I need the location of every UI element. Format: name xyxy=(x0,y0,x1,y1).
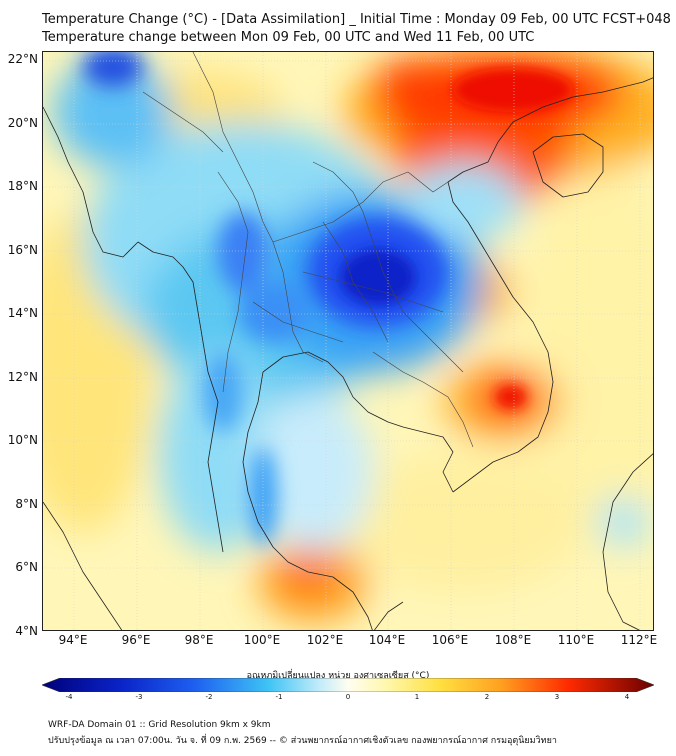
colorbar-label: อุณหภูมิเปลี่ยนแปลง หน่วย องศาเซลเซียส (… xyxy=(246,671,430,681)
lon-tick: 112°E xyxy=(620,633,658,647)
lon-tick: 98°E xyxy=(184,633,214,647)
colorbar-tick: -1 xyxy=(275,693,283,701)
footer-credit: ปรับปรุงข้อมูล ณ เวลา 07:00น. วัน จ. ที่… xyxy=(48,736,557,746)
lon-tick: 100°E xyxy=(243,633,281,647)
colorbar-tick: 2 xyxy=(484,693,490,701)
colorbar xyxy=(42,678,654,692)
lat-tick: 6°N xyxy=(15,560,38,574)
colorbar-tick: -2 xyxy=(205,693,213,701)
lat-tick: 20°N xyxy=(7,116,38,130)
colorbar-tick: -4 xyxy=(65,693,73,701)
lon-tick: 104°E xyxy=(368,633,406,647)
colorbar-tick: 4 xyxy=(624,693,630,701)
chart-title: Temperature Change (°C) - [Data Assimila… xyxy=(42,12,671,27)
lon-tick: 102°E xyxy=(306,633,344,647)
footer-domain-info: WRF-DA Domain 01 :: Grid Resolution 9km … xyxy=(48,720,271,730)
colorbar-gradient xyxy=(42,678,654,692)
lat-tick: 12°N xyxy=(7,370,38,384)
colorbar-tick: 3 xyxy=(554,693,560,701)
lat-tick: 14°N xyxy=(7,306,38,320)
lat-tick: 18°N xyxy=(7,179,38,193)
lat-tick: 10°N xyxy=(7,433,38,447)
temperature-change-map xyxy=(42,51,654,631)
lon-tick: 96°E xyxy=(121,633,151,647)
colorbar-tick: -3 xyxy=(135,693,143,701)
borders xyxy=(142,52,474,448)
chart-subtitle: Temperature change between Mon 09 Feb, 0… xyxy=(42,30,535,45)
lat-tick: 22°N xyxy=(7,52,38,66)
lon-tick: 110°E xyxy=(557,633,595,647)
colorbar-tick: 1 xyxy=(414,693,420,701)
coastlines xyxy=(43,77,653,630)
lat-tick: 4°N xyxy=(15,624,38,638)
lat-tick: 16°N xyxy=(7,243,38,257)
lon-tick: 108°E xyxy=(494,633,532,647)
colorbar-tick: 0 xyxy=(345,693,351,701)
lon-tick: 106°E xyxy=(431,633,469,647)
map-canvas xyxy=(43,52,653,630)
lon-tick: 94°E xyxy=(58,633,88,647)
lat-tick: 8°N xyxy=(15,497,38,511)
graticule xyxy=(43,52,653,630)
